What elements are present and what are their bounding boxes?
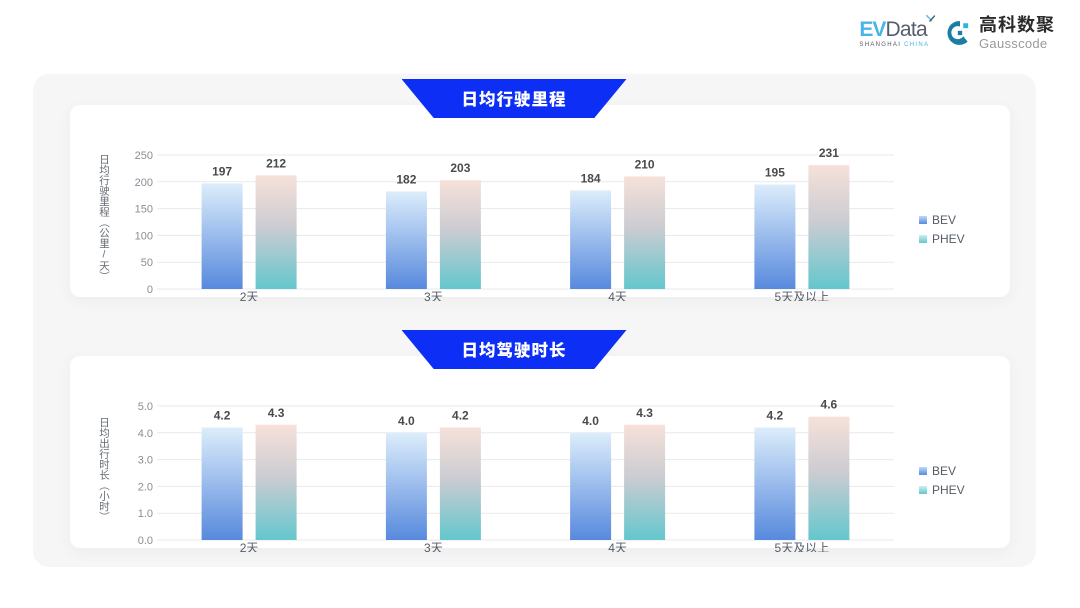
svg-text:212: 212: [266, 156, 286, 170]
svg-text:2.0: 2.0: [138, 481, 153, 493]
svg-text:4.2: 4.2: [214, 408, 231, 422]
svg-text:5天及以上: 5天及以上: [775, 290, 830, 301]
svg-text:50: 50: [141, 257, 153, 269]
svg-text:2天: 2天: [240, 290, 259, 301]
svg-text:5天及以上: 5天及以上: [775, 541, 830, 552]
svg-text:210: 210: [635, 157, 655, 171]
svg-text:0: 0: [147, 284, 153, 296]
svg-text:3天: 3天: [424, 541, 443, 552]
svg-text:4.0: 4.0: [398, 414, 415, 428]
svg-text:4.2: 4.2: [767, 408, 784, 422]
svg-text:184: 184: [581, 171, 601, 185]
svg-text:2天: 2天: [240, 541, 259, 552]
svg-text:100: 100: [135, 230, 153, 242]
svg-text:4.6: 4.6: [821, 398, 838, 412]
svg-text:3.0: 3.0: [138, 455, 153, 467]
svg-text:5.0: 5.0: [138, 401, 153, 413]
svg-text:195: 195: [765, 165, 785, 179]
svg-text:4天: 4天: [608, 290, 627, 301]
svg-text:4.0: 4.0: [582, 414, 599, 428]
svg-text:1.0: 1.0: [138, 508, 153, 520]
svg-text:4.0: 4.0: [138, 428, 153, 440]
svg-text:231: 231: [819, 146, 839, 160]
svg-text:182: 182: [396, 172, 416, 186]
svg-text:200: 200: [135, 177, 153, 189]
svg-text:4天: 4天: [608, 541, 627, 552]
svg-text:4.2: 4.2: [452, 408, 469, 422]
svg-text:250: 250: [135, 150, 153, 162]
svg-text:197: 197: [212, 164, 232, 178]
svg-text:4.3: 4.3: [268, 406, 285, 420]
svg-text:150: 150: [135, 204, 153, 216]
svg-text:203: 203: [450, 161, 470, 175]
svg-text:0.0: 0.0: [138, 535, 153, 547]
svg-text:4.3: 4.3: [636, 406, 653, 420]
svg-text:3天: 3天: [424, 290, 443, 301]
